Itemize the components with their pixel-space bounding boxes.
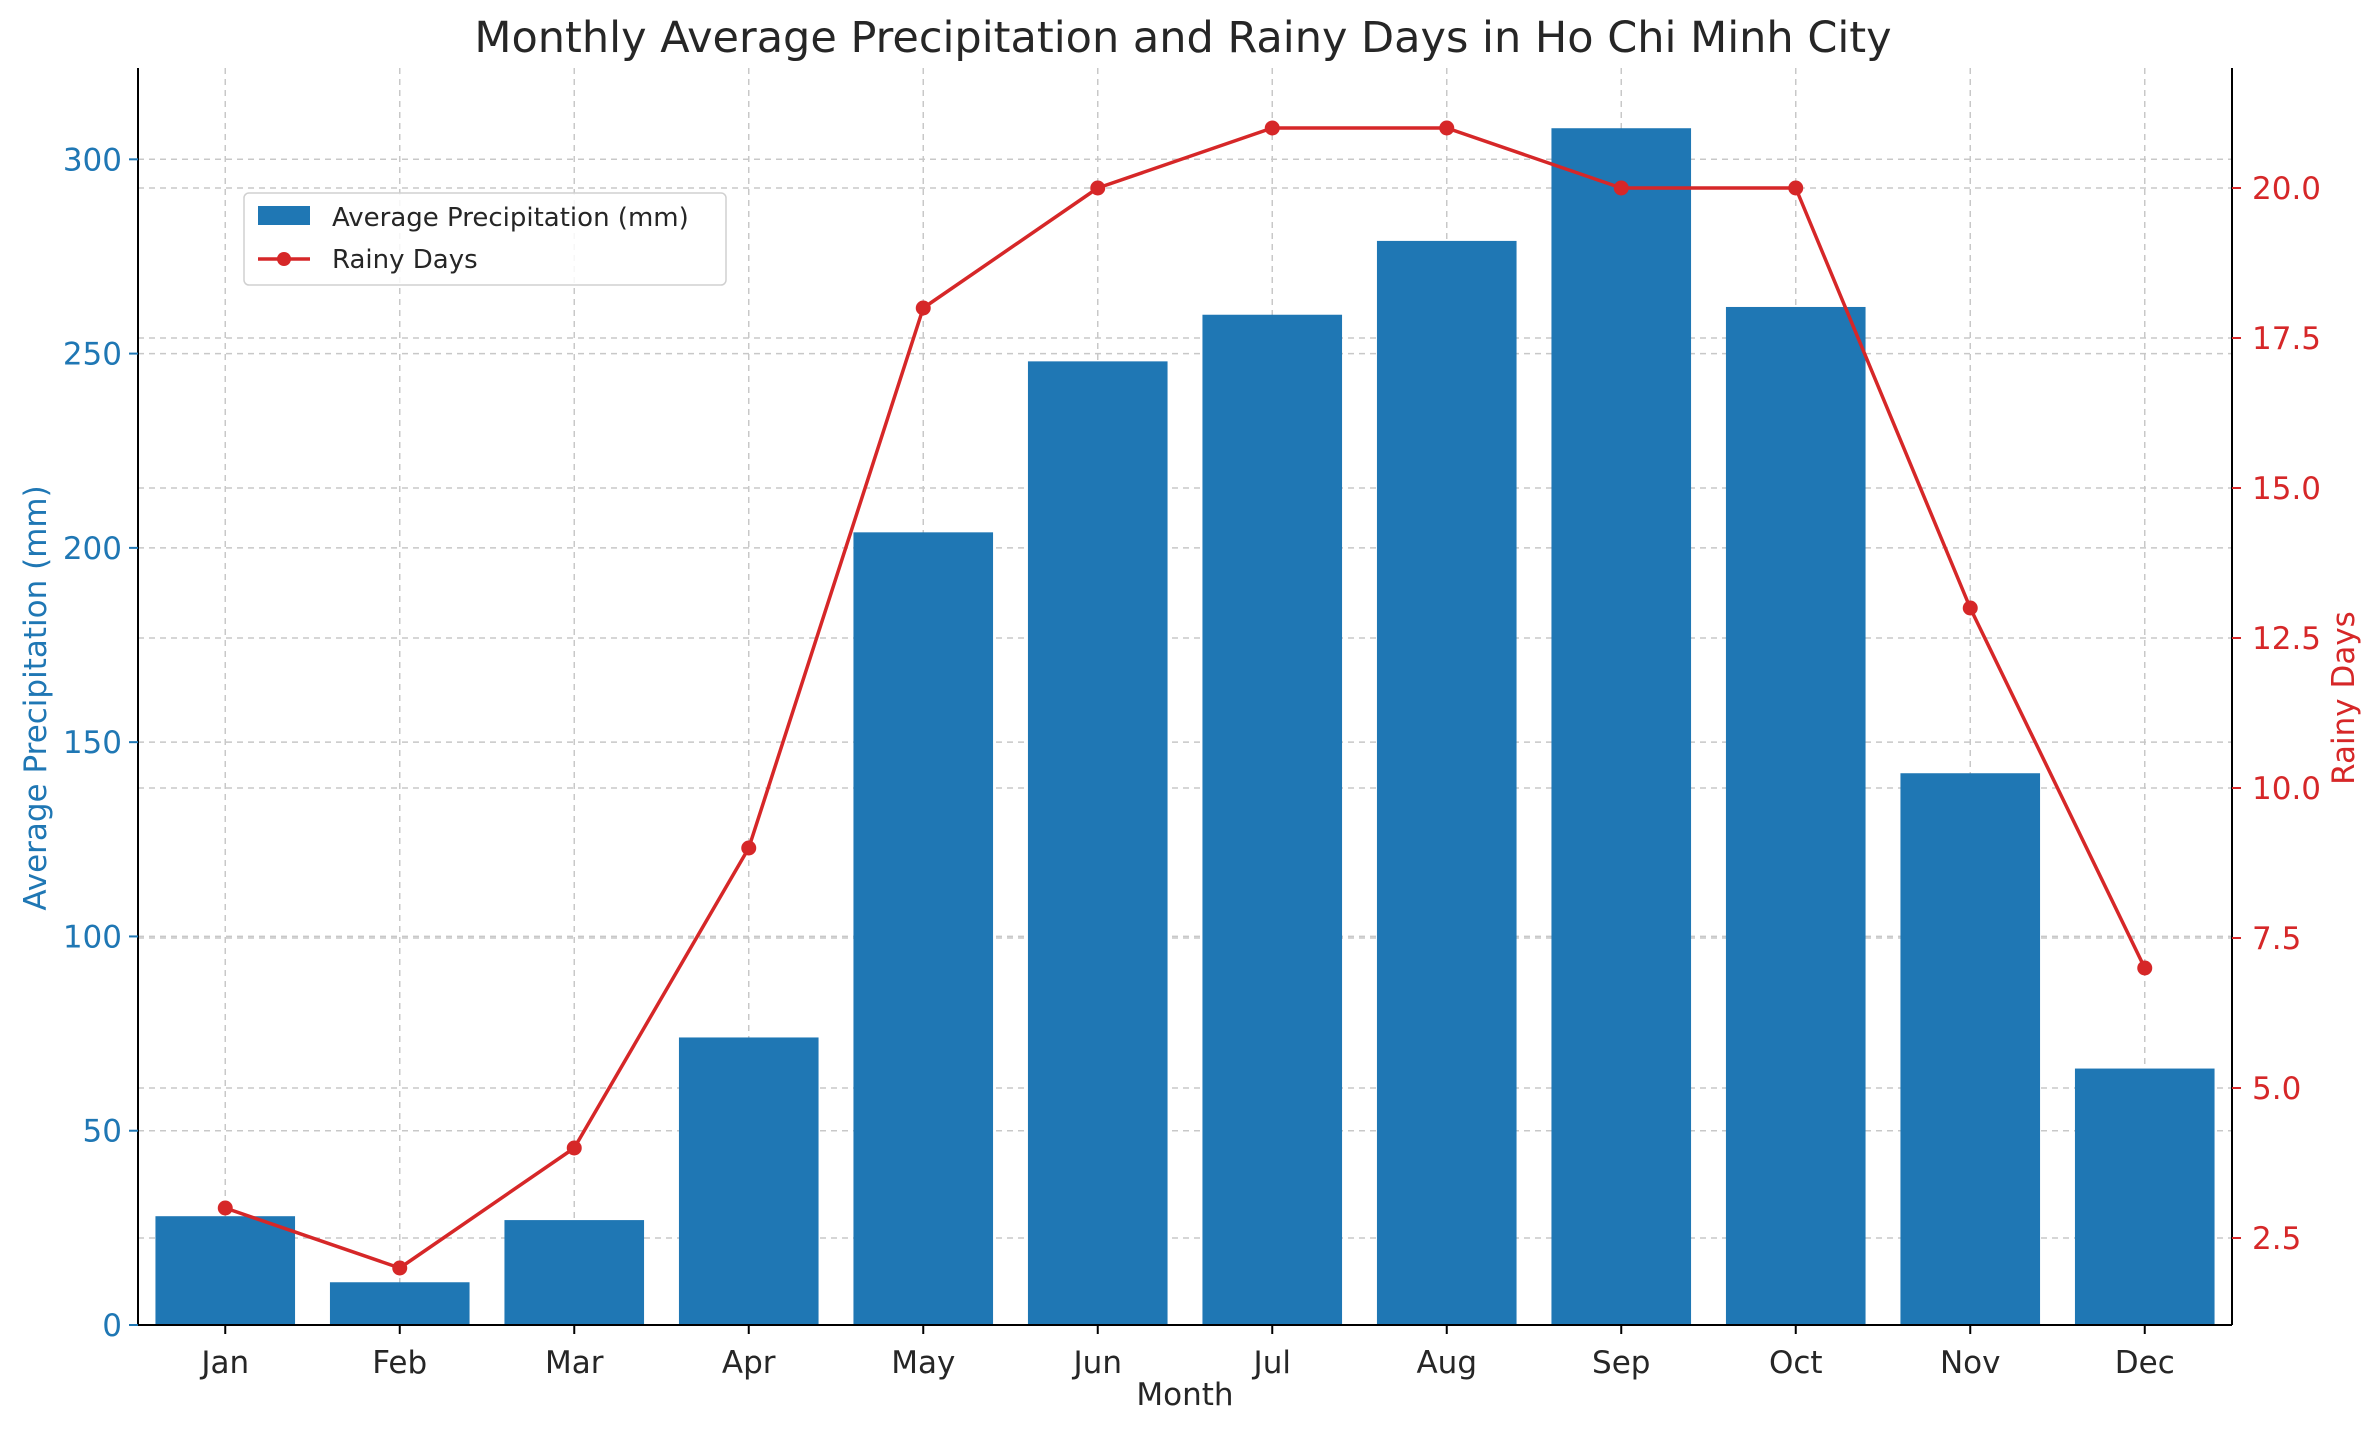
- x-tick-label: May: [891, 1345, 955, 1381]
- right-tick-label: 7.5: [2252, 921, 2301, 957]
- precipitation-bar: [329, 1282, 470, 1325]
- right-tick-label: 2.5: [2252, 1221, 2301, 1257]
- x-tick-label: Jan: [199, 1345, 249, 1381]
- rainy-days-point: [1090, 180, 1106, 196]
- legend-label-rainy-days: Rainy Days: [332, 245, 478, 275]
- rainy-days-point: [1962, 600, 1978, 616]
- precipitation-bar: [1725, 306, 1866, 1325]
- grid: [138, 68, 2232, 1326]
- rainy-days-point: [915, 300, 931, 316]
- legend-swatch-precipitation: [258, 206, 310, 225]
- x-tick-label: Sep: [1592, 1345, 1650, 1381]
- rainy-days-line-path: [224, 126, 2147, 1270]
- axes: [137, 68, 2233, 1326]
- precipitation-bar: [1027, 361, 1168, 1325]
- precipitation-bar: [1376, 240, 1517, 1325]
- precipitation-bar: [2074, 1068, 2215, 1325]
- left-tick-label: 300: [63, 142, 122, 178]
- rainy-days-point: [1264, 120, 1280, 136]
- left-tick-label: 250: [63, 337, 122, 373]
- precipitation-bar: [853, 532, 994, 1325]
- left-tick-label: 150: [63, 725, 122, 761]
- precipitation-bar: [1551, 128, 1692, 1326]
- x-tick-label: Jul: [1252, 1345, 1291, 1381]
- rainy-days-point: [1613, 180, 1629, 196]
- rainy-days-point: [2137, 960, 2153, 976]
- left-axis-label: Average Precipitation (mm): [18, 485, 54, 910]
- precipitation-bars: [155, 128, 2215, 1326]
- legend: Average Precipitation (mm) Rainy Days: [243, 192, 727, 286]
- right-tick-label: 10.0: [2252, 771, 2321, 807]
- precipitation-bar: [678, 1037, 819, 1325]
- right-axis-label: Rainy Days: [2326, 611, 2362, 785]
- x-tick-label: Dec: [2115, 1345, 2175, 1381]
- precipitation-bar: [504, 1220, 645, 1325]
- left-tick-label: 200: [63, 531, 122, 567]
- rainy-days-line: [217, 120, 2153, 1276]
- x-tick-label: Jun: [1072, 1345, 1122, 1381]
- precipitation-bar: [1202, 314, 1343, 1325]
- right-tick-label: 5.0: [2252, 1071, 2301, 1107]
- right-tick-label: 15.0: [2252, 471, 2321, 507]
- precipitation-bar: [155, 1216, 296, 1325]
- x-tick-label: Oct: [1769, 1345, 1823, 1381]
- x-tick-label: Mar: [545, 1345, 604, 1381]
- ticks: Jan Feb Mar Apr May Jun Jul Aug Sep Oct Nov Dec 0 50 1…: [63, 142, 2321, 1381]
- right-tick-label: 17.5: [2252, 321, 2321, 357]
- rainy-days-point: [217, 1200, 233, 1216]
- legend-marker-rainy-days: [277, 252, 291, 266]
- rainy-days-point: [566, 1140, 582, 1156]
- x-axis-label: Month: [1136, 1377, 1233, 1413]
- rainy-days-point: [741, 840, 757, 856]
- x-tick-label: Aug: [1416, 1345, 1477, 1381]
- left-tick-label: 100: [63, 919, 122, 955]
- precipitation-bar: [1900, 773, 2041, 1325]
- left-tick-label: 50: [83, 1114, 122, 1150]
- legend-label-precipitation: Average Precipitation (mm): [332, 203, 689, 233]
- rainy-days-point: [392, 1260, 408, 1276]
- x-tick-label: Apr: [722, 1345, 776, 1381]
- rainy-days-point: [1439, 120, 1455, 136]
- right-tick-label: 20.0: [2252, 171, 2321, 207]
- x-tick-label: Feb: [372, 1345, 427, 1381]
- legend-box: [243, 192, 727, 286]
- x-tick-label: Nov: [1940, 1345, 2001, 1381]
- left-tick-label: 0: [102, 1308, 122, 1344]
- rainy-days-point: [1788, 180, 1804, 196]
- chart-title: Monthly Average Precipitation and Rainy …: [474, 13, 1891, 63]
- right-tick-label: 12.5: [2252, 621, 2321, 657]
